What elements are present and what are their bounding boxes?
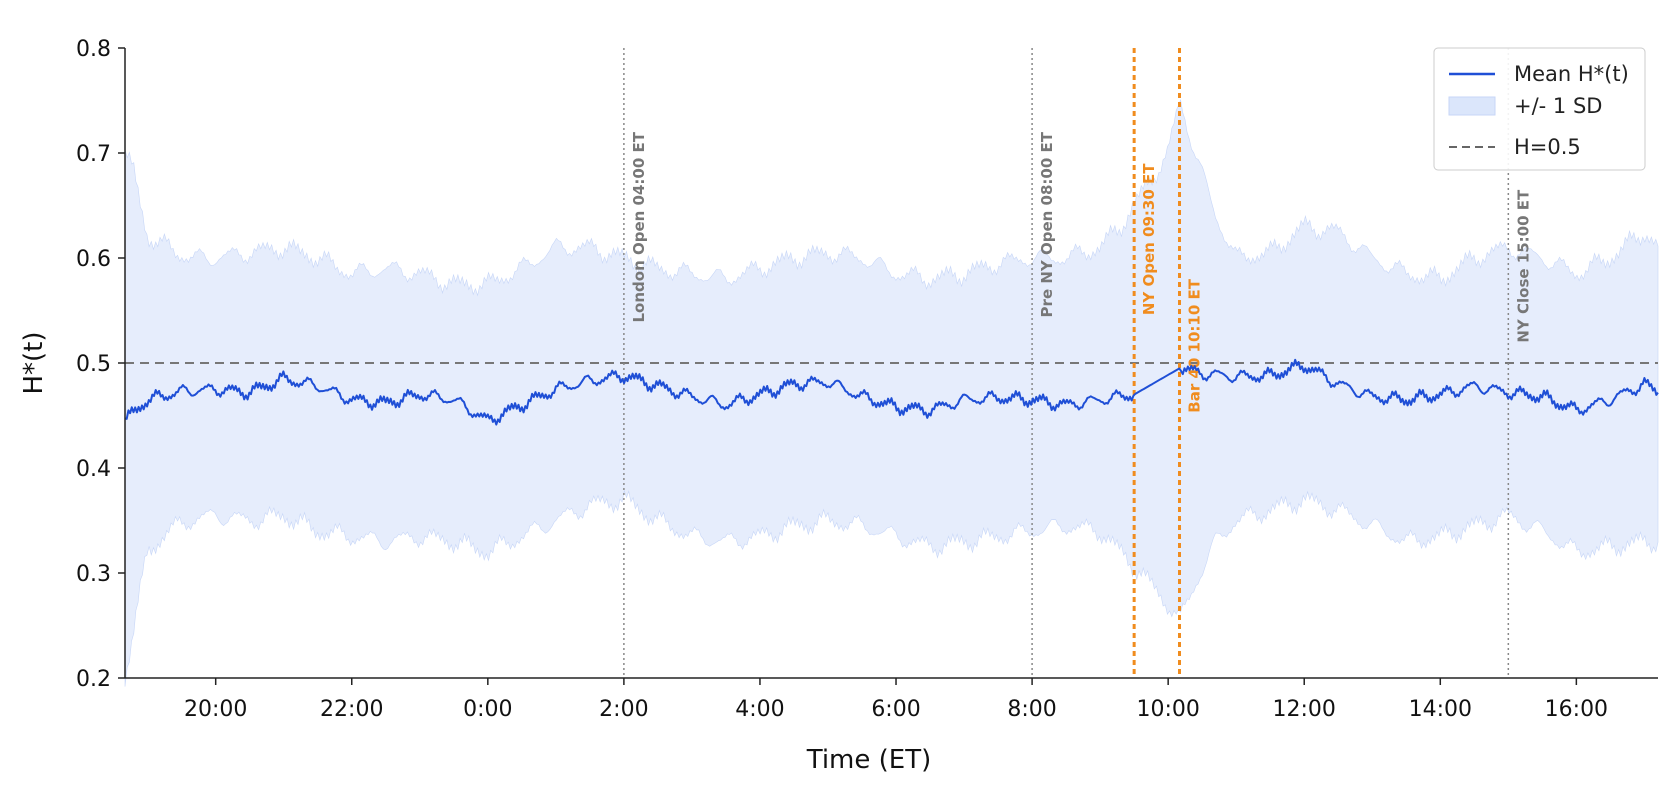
x-ticks: 20:00 22:00 0:00 2:00 4:00 6:00 8:00 10:00 12:00… <box>184 678 1608 722</box>
x-tick-label-4: 4:00 <box>735 697 784 722</box>
legend: Mean H*(t) +/- 1 SD H=0.5 <box>1433 47 1646 171</box>
y-tick-label-1: 0.3 <box>76 562 111 587</box>
x-tick-label-8: 12:00 <box>1273 697 1336 722</box>
x-tick-label-6: 8:00 <box>1007 697 1056 722</box>
y-tick-label-2: 0.4 <box>76 457 111 482</box>
y-tick-label-3: 0.5 <box>76 352 111 377</box>
vline-label-3: Bar 40 10:10 ET <box>1185 278 1203 412</box>
x-axis-title: Time (ET) <box>806 745 932 775</box>
legend-band-swatch <box>1448 96 1496 116</box>
vline-label-0: London Open 04:00 ET <box>630 131 648 322</box>
legend-ref-label: H=0.5 <box>1514 135 1581 159</box>
y-ticks: 0.2 0.3 0.4 0.5 0.6 0.7 0.8 <box>76 37 125 692</box>
legend-mean-label: Mean H*(t) <box>1514 62 1629 86</box>
x-tick-label-0: 20:00 <box>184 697 247 722</box>
vline-label-2: NY Open 09:30 ET <box>1140 163 1158 315</box>
y-tick-label-0: 0.2 <box>76 667 111 692</box>
y-tick-label-6: 0.8 <box>76 37 111 62</box>
series-mean-line <box>124 358 1659 426</box>
vline-label-1: Pre NY Open 08:00 ET <box>1038 131 1056 317</box>
legend-band-label: +/- 1 SD <box>1514 94 1602 118</box>
x-tick-label-3: 2:00 <box>599 697 648 722</box>
x-tick-label-2: 0:00 <box>463 697 512 722</box>
y-tick-label-4: 0.6 <box>76 247 111 272</box>
sd-band-area <box>124 98 1659 687</box>
legend-box <box>1433 47 1646 171</box>
series-layer <box>124 358 1659 426</box>
x-tick-label-9: 14:00 <box>1409 697 1472 722</box>
x-tick-label-7: 10:00 <box>1136 697 1199 722</box>
x-tick-label-1: 22:00 <box>320 697 383 722</box>
sd-band-layer <box>124 98 1659 687</box>
x-tick-label-10: 16:00 <box>1545 697 1608 722</box>
vline-label-4: NY Close 15:00 ET <box>1514 189 1532 343</box>
y-axis-title: H*(t) <box>19 331 49 394</box>
x-tick-label-5: 6:00 <box>871 697 920 722</box>
y-tick-label-5: 0.7 <box>76 142 111 167</box>
